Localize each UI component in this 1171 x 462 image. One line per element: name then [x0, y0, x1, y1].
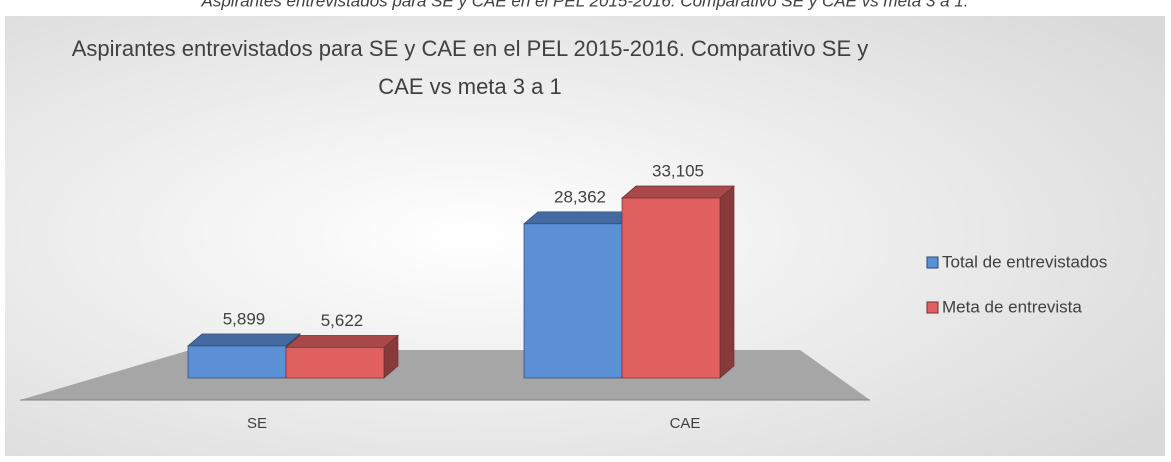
bar [621, 197, 721, 379]
data-label: 5,622 [321, 311, 364, 330]
chart-title: Aspirantes entrevistados para SE y CAE e… [72, 36, 869, 61]
bar-top [621, 185, 735, 199]
data-label: 28,362 [554, 187, 606, 206]
x-tick-label: SE [247, 415, 267, 432]
bar [523, 223, 623, 379]
legend-label: Meta de entrevista [942, 297, 1082, 316]
bar-top [285, 335, 399, 348]
data-label: 5,899 [223, 309, 266, 328]
caption: Aspirantes entrevistados para SE y CAE e… [201, 0, 969, 10]
bar [187, 345, 287, 379]
chart-title: CAE vs meta 3 a 1 [378, 74, 561, 99]
data-label: 33,105 [652, 161, 704, 180]
bar-side [719, 185, 735, 379]
legend-swatch [926, 256, 939, 269]
bar-top [523, 211, 637, 225]
bar-top [187, 333, 301, 347]
bar [285, 347, 385, 379]
legend-swatch [926, 301, 939, 314]
x-tick-label: CAE [670, 415, 701, 432]
legend-label: Total de entrevistados [942, 252, 1107, 271]
